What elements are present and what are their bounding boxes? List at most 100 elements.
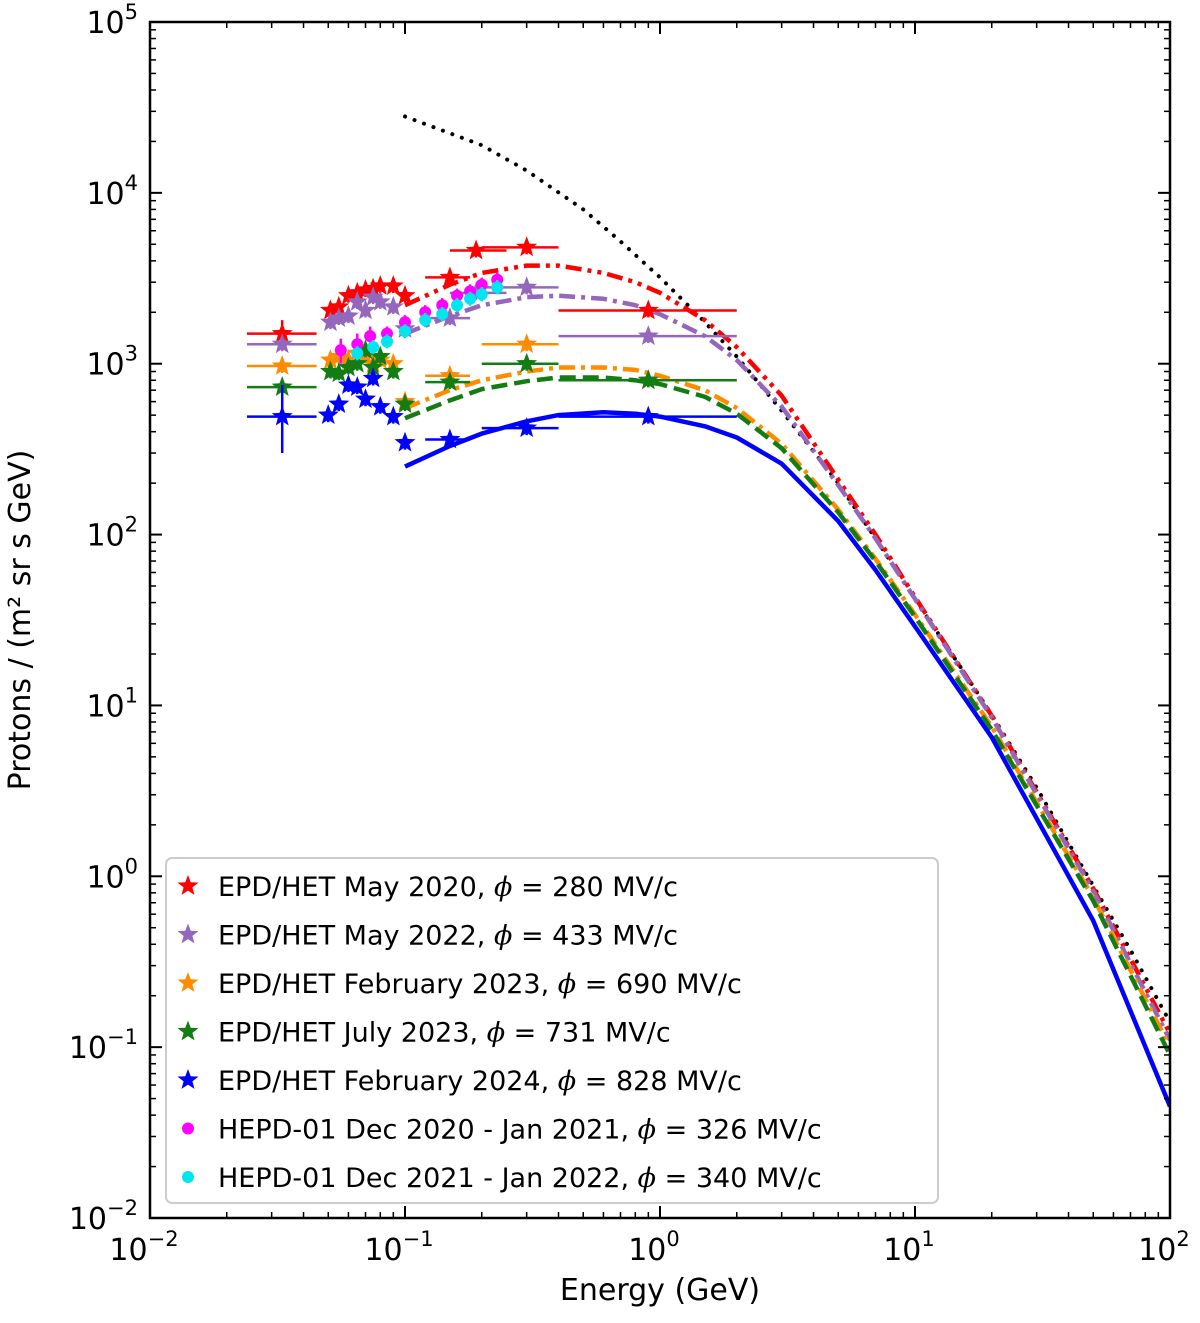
data-point bbox=[362, 356, 384, 377]
data-point bbox=[351, 347, 364, 360]
data-point bbox=[419, 314, 432, 327]
data-point bbox=[328, 362, 350, 383]
data-point bbox=[355, 339, 376, 360]
data-point bbox=[637, 405, 659, 426]
legend-marker bbox=[177, 972, 199, 992]
legend-marker bbox=[177, 1020, 199, 1041]
data-point bbox=[382, 275, 404, 295]
data-point bbox=[516, 276, 538, 297]
axis-ticks bbox=[149, 21, 1171, 1219]
data-point bbox=[364, 330, 377, 343]
model-curve bbox=[404, 409, 1170, 1108]
x-tick-label: 10−2 bbox=[109, 1227, 178, 1268]
data-point bbox=[271, 322, 293, 343]
series-points bbox=[246, 333, 737, 411]
data-point bbox=[271, 333, 293, 354]
data-points bbox=[246, 236, 737, 454]
data-point bbox=[328, 295, 350, 316]
data-point bbox=[338, 356, 359, 377]
legend-label: EPD/HET May 2022, ϕ = 433 MV/c bbox=[218, 921, 678, 952]
data-point bbox=[399, 325, 411, 338]
data-point bbox=[338, 305, 359, 325]
data-point bbox=[369, 275, 391, 295]
data-point bbox=[367, 341, 380, 354]
data-point bbox=[464, 292, 477, 305]
data-point bbox=[465, 239, 487, 260]
series-points bbox=[246, 367, 737, 454]
legend-entry: EPD/HET May 2020, ϕ = 280 MV/c bbox=[177, 872, 678, 903]
data-point bbox=[320, 311, 341, 332]
data-point bbox=[382, 405, 404, 426]
y-tick-label: 104 bbox=[86, 171, 138, 212]
legend-marker bbox=[182, 1171, 194, 1183]
model-curve bbox=[403, 114, 1170, 1025]
data-point bbox=[338, 284, 359, 305]
data-point bbox=[399, 316, 411, 329]
data-point bbox=[439, 307, 461, 327]
y-tick-label: 101 bbox=[86, 683, 138, 724]
data-point bbox=[334, 344, 347, 357]
data-point bbox=[362, 286, 384, 307]
data-point bbox=[328, 393, 350, 413]
axis-labels: 10−2 10−1 100 101 102 10−2 10−1 100 101 102 103 104… bbox=[69, 0, 1190, 1268]
data-point bbox=[381, 335, 394, 348]
data-point bbox=[439, 266, 461, 287]
data-point bbox=[439, 428, 461, 449]
legend-marker bbox=[182, 1122, 194, 1135]
legend-entry: HEPD-01 Dec 2021 - Jan 2022, ϕ = 340 MV/… bbox=[182, 1163, 822, 1194]
legend-label: EPD/HET February 2023, ϕ = 690 MV/c bbox=[218, 969, 742, 1000]
y-tick-label: 100 bbox=[86, 854, 138, 895]
data-point bbox=[320, 299, 341, 320]
data-point bbox=[516, 236, 538, 257]
data-point bbox=[394, 284, 416, 305]
data-point bbox=[516, 417, 538, 437]
legend-box bbox=[165, 857, 939, 1204]
data-point bbox=[637, 369, 659, 390]
legend-entry: EPD/HET July 2023, ϕ = 731 MV/c bbox=[177, 1018, 671, 1049]
legend-entry: EPD/HET February 2024, ϕ = 828 MV/c bbox=[177, 1066, 742, 1097]
data-point bbox=[382, 295, 404, 316]
data-point bbox=[436, 299, 449, 312]
data-point bbox=[355, 388, 376, 409]
data-point bbox=[355, 299, 376, 320]
data-point bbox=[439, 371, 461, 391]
data-point bbox=[369, 290, 391, 311]
y-axis-title: Protons / (m² sr s GeV) bbox=[3, 450, 38, 791]
data-point bbox=[317, 404, 339, 424]
data-point bbox=[382, 360, 404, 381]
legend-marker bbox=[177, 875, 199, 895]
legend-entry: EPD/HET February 2023, ϕ = 690 MV/c bbox=[177, 969, 742, 1000]
data-point bbox=[516, 333, 538, 354]
legend-marker bbox=[177, 1069, 199, 1089]
data-point bbox=[516, 352, 538, 373]
data-point bbox=[637, 299, 659, 320]
legend-entry: HEPD-01 Dec 2020 - Jan 2021, ϕ = 326 MV/… bbox=[182, 1115, 822, 1146]
legend-label: EPD/HET July 2023, ϕ = 731 MV/c bbox=[218, 1018, 671, 1049]
data-point bbox=[346, 352, 368, 373]
y-tick-label: 103 bbox=[86, 342, 138, 383]
series-points bbox=[351, 280, 504, 361]
data-point bbox=[328, 307, 350, 327]
data-point bbox=[271, 405, 293, 426]
data-point bbox=[355, 279, 376, 299]
y-tick-label: 10−1 bbox=[69, 1025, 138, 1066]
y-tick-label: 102 bbox=[86, 513, 138, 554]
legend-marker bbox=[177, 923, 199, 944]
x-tick-label: 100 bbox=[628, 1227, 680, 1268]
legend-label: HEPD-01 Dec 2021 - Jan 2022, ϕ = 340 MV/… bbox=[218, 1163, 822, 1194]
y-tick-label: 105 bbox=[86, 0, 138, 41]
data-point bbox=[475, 278, 488, 291]
model-curve bbox=[404, 375, 1170, 1057]
data-point bbox=[491, 281, 504, 294]
data-point bbox=[346, 376, 368, 396]
data-point bbox=[637, 325, 659, 345]
data-point bbox=[362, 367, 384, 388]
legend-label: EPD/HET May 2020, ϕ = 280 MV/c bbox=[218, 872, 678, 903]
data-point bbox=[369, 345, 391, 366]
series-points bbox=[246, 236, 737, 345]
legend-label: HEPD-01 Dec 2020 - Jan 2021, ϕ = 326 MV/… bbox=[218, 1115, 822, 1146]
data-point bbox=[436, 308, 449, 321]
data-point bbox=[394, 393, 416, 413]
data-point bbox=[451, 299, 464, 312]
